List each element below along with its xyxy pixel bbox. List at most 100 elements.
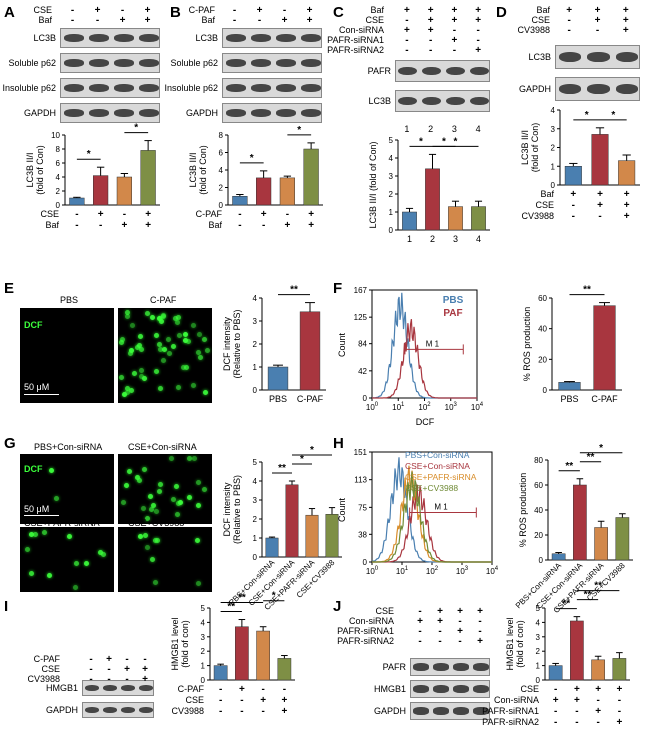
condition-label: Baf — [38, 15, 52, 25]
condition-sign: + — [282, 15, 288, 26]
condition-label: C-PAF — [178, 684, 205, 694]
condition-sign: - — [143, 654, 146, 665]
fluorescent-cell — [154, 333, 160, 339]
band — [120, 706, 136, 714]
y-tick-label: 3 — [201, 633, 206, 642]
condition-label: PAFR-siRNA1 — [337, 626, 394, 636]
condition-sign: - — [567, 15, 570, 26]
x-tick-label: 102 — [418, 402, 431, 412]
band — [300, 34, 321, 42]
fluorescent-cell — [157, 347, 163, 353]
y-tick-label: 1 — [551, 162, 556, 171]
band — [398, 66, 418, 76]
condition-sign: + — [437, 606, 443, 617]
x-tick-label: C-PAF — [297, 394, 324, 404]
blot-b-soluble-p62 — [222, 53, 322, 73]
condition-label: CV3988 — [171, 706, 204, 716]
fluorescent-cell — [32, 532, 38, 538]
condition-sign: + — [404, 25, 410, 36]
band — [398, 96, 418, 106]
fluorescent-cell — [138, 374, 144, 380]
fluorescent-cell — [159, 319, 165, 325]
sig-star: * — [454, 136, 458, 147]
y-tick-label: 2 — [219, 184, 224, 193]
fluorescent-cell — [167, 351, 173, 357]
condition-sign: + — [437, 616, 443, 627]
condition-sign: + — [428, 5, 434, 16]
condition-sign: + — [120, 15, 126, 26]
condition-sign: - — [572, 200, 575, 211]
band — [63, 109, 84, 117]
condition-sign: + — [595, 684, 601, 695]
condition-sign: - — [89, 654, 92, 665]
y-axis-label: LC3B II/I — [188, 152, 198, 187]
bar — [277, 658, 292, 681]
fluorescent-cell — [140, 505, 146, 511]
condition-sign: + — [308, 220, 314, 231]
condition-sign: + — [570, 189, 576, 200]
bar — [591, 134, 609, 186]
histogram-paf — [372, 319, 477, 399]
condition-sign: + — [623, 25, 629, 36]
y-tick-label: 4 — [253, 294, 258, 303]
x-tick-label: PBS — [560, 394, 578, 404]
y-tick-label: 3 — [536, 633, 541, 642]
fluorescent-cell — [176, 385, 182, 391]
y-tick-label: 0 — [363, 558, 368, 567]
img-label: PBS+Con-siRNA — [34, 442, 103, 452]
blot-row-label: GAPDH — [46, 705, 78, 715]
sig-star: * — [310, 445, 314, 456]
fluorescent-cell — [149, 314, 155, 320]
sig-star: * — [134, 123, 138, 134]
band — [113, 59, 134, 67]
y-tick-label: 60 — [534, 481, 543, 490]
bar — [618, 160, 636, 186]
img-label: PBS — [60, 295, 79, 305]
y-tick-label: 40 — [538, 325, 547, 334]
sig-star: ** — [594, 581, 602, 592]
bar — [573, 484, 587, 561]
y-tick-label: 0 — [219, 201, 224, 210]
y-tick-label: 80 — [534, 456, 543, 465]
fluorescent-cell — [147, 493, 153, 499]
scale-bar — [24, 394, 59, 395]
condition-label: CSE — [375, 606, 394, 616]
bar — [425, 168, 440, 231]
condition-sign: - — [233, 15, 236, 26]
bar — [299, 311, 321, 391]
bar — [594, 527, 608, 561]
condition-sign: - — [71, 5, 74, 16]
condition-label: Baf — [208, 220, 222, 230]
condition-sign: - — [438, 626, 441, 637]
condition-sign: + — [417, 616, 423, 627]
condition-sign: + — [616, 684, 622, 695]
x-tick-label: 4 — [476, 234, 481, 244]
condition-sign: + — [308, 209, 314, 220]
condition-sign: - — [89, 664, 92, 675]
y-tick-label: 2 — [389, 190, 394, 199]
fluorescent-cell — [135, 474, 141, 480]
condition-sign: - — [258, 15, 261, 26]
y-tick-label: 5 — [389, 136, 394, 145]
microscopy-cse-pafr — [20, 527, 114, 592]
band — [558, 52, 582, 62]
fluorescent-cell — [171, 496, 177, 502]
sig-star: ** — [238, 593, 246, 604]
y-tick-label: 2 — [201, 647, 206, 656]
fluorescent-cell — [195, 349, 201, 355]
x-tick-label: 1 — [407, 234, 412, 244]
fluorescent-cell — [161, 357, 167, 363]
y-tick-label: 0 — [543, 386, 548, 395]
condition-sign: + — [145, 220, 151, 231]
condition-sign: - — [458, 616, 461, 627]
condition-sign: + — [451, 35, 457, 46]
bar — [558, 382, 581, 391]
band — [413, 707, 429, 715]
condition-sign: - — [554, 717, 557, 728]
condition-sign: + — [574, 695, 580, 706]
blot-a-gapdh — [60, 103, 160, 123]
condition-sign: + — [475, 15, 481, 26]
y-axis-label: Count — [337, 333, 347, 358]
fluorescent-cell — [142, 533, 148, 539]
